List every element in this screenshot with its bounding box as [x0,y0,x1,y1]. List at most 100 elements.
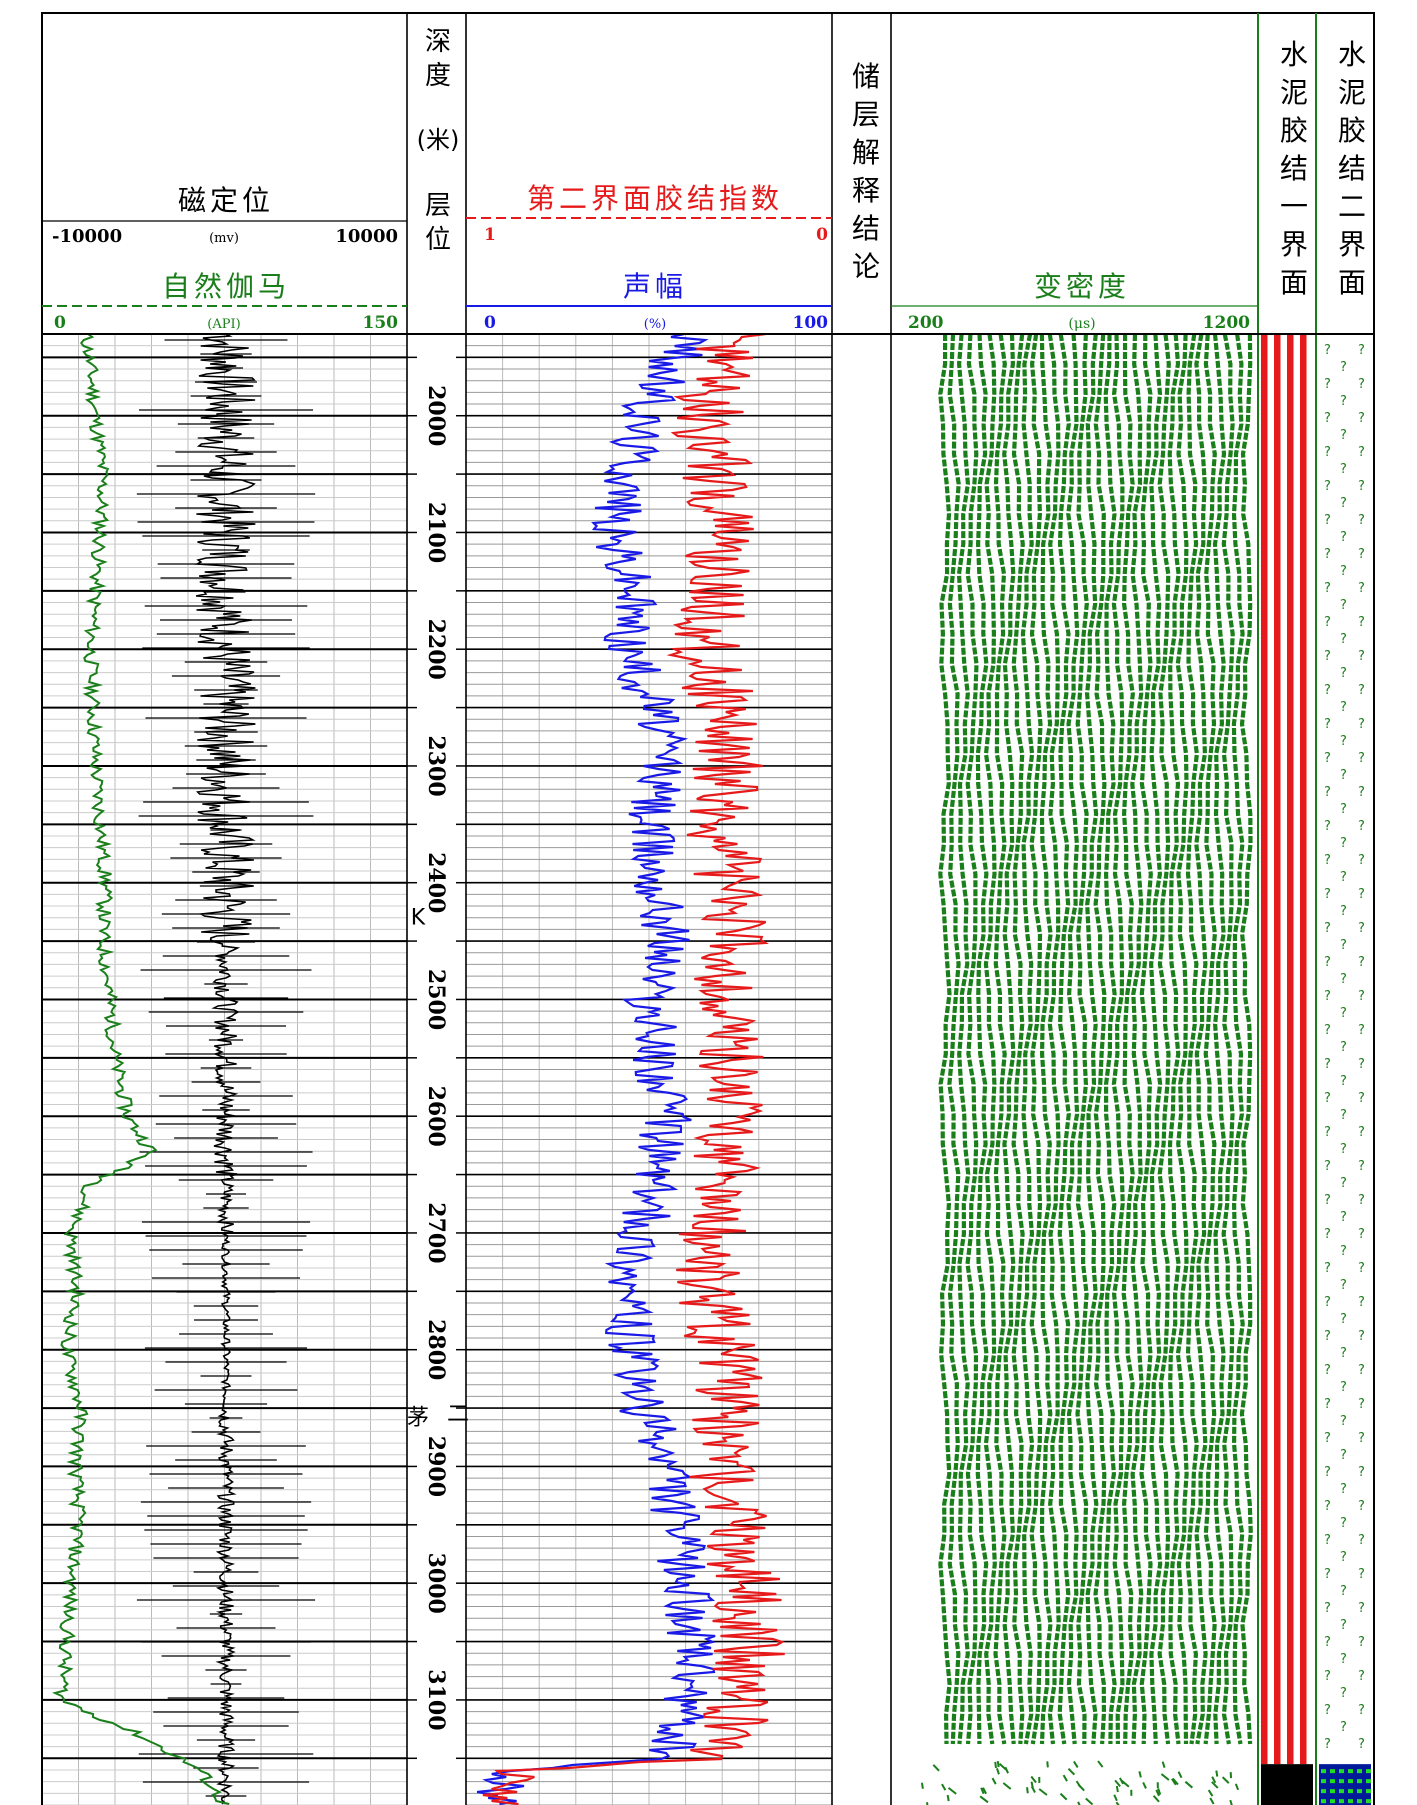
bond2-symbol: ? [1340,1414,1347,1429]
vdl-noise [1139,1771,1141,1777]
bond2-bottom-block [1319,1764,1371,1805]
bond2-bottom-dot [1348,1789,1353,1793]
vdl-stripe [1014,334,1023,1744]
bond2-symbol: ? [1340,972,1347,987]
bond2-symbol: ? [1358,649,1365,664]
bond2-symbol: ? [1324,1567,1331,1582]
vdl-stripe [1096,334,1105,1744]
vdl-min: 200 [908,313,944,333]
header-depth: 深 度 (米) 层 位 [417,27,460,255]
bond2-bottom-dot [1321,1779,1326,1783]
bond2-symbol: ? [1340,802,1347,817]
vdl-stripe [978,334,987,1744]
vdl-noise [942,1784,945,1790]
reservoir-char-5: 结 [852,212,880,245]
vdl-stripe [1242,334,1251,1744]
bond2-symbol: ? [1324,1057,1331,1072]
vdl-noise [1047,1761,1048,1767]
vdl-wavetrain [922,334,1251,1805]
bond1-char-5: 一 [1280,190,1308,223]
depth-label-2800: 2800 [423,1319,449,1380]
vdl-noise [1209,1790,1213,1796]
vdl-noise [933,1765,939,1771]
bond2-bottom-dot [1348,1799,1353,1803]
vdl-noise [1060,1794,1066,1800]
bond2-char-1: 水 [1338,38,1366,71]
bond2-symbol: ? [1340,1006,1347,1021]
vdl-stripe [959,334,968,1744]
bond2-symbol: ? [1340,938,1347,953]
bond2-symbol: ? [1340,1380,1347,1395]
cbi2-title: 第二界面胶结指数 [527,182,783,215]
bond2-symbol: ? [1324,445,1331,460]
vdl-stripe [996,334,1005,1744]
header-bond1: 水 泥 胶 结 一 界 面 [1280,38,1308,299]
bond2-symbol: ? [1340,598,1347,613]
bond2-symbol: ? [1324,615,1331,630]
bond1-stripe [1294,334,1301,1764]
bond2-symbol: ? [1358,1363,1365,1378]
bond2-symbol: ? [1358,1737,1365,1752]
bond2-symbol: ? [1324,1091,1331,1106]
bond2-symbol: ? [1358,1669,1365,1684]
vdl-noise [1003,1783,1010,1789]
depth-title-char-1: 深 [425,27,451,57]
vdl-noise [1068,1769,1074,1775]
vdl-stripe [1142,334,1151,1744]
vdl-stripe [1151,334,1160,1744]
bond2-symbol: ? [1324,1601,1331,1616]
bond2-symbol: ? [1324,1465,1331,1480]
header-cbi2-amp: 第二界面胶结指数 1 0 声幅 0 (%) 100 [484,182,828,333]
vdl-noise [1236,1784,1238,1790]
vdl-noise [1117,1786,1118,1792]
vdl-stripe [940,334,949,1744]
bond2-symbol: ? [1358,1465,1365,1480]
bond1-stripe [1287,334,1294,1764]
bond2-symbol: ? [1358,1023,1365,1038]
depth-label-2200: 2200 [423,619,449,680]
bond1-char-1: 水 [1280,38,1308,71]
vdl-stripe [1087,334,1096,1744]
depth-sub-char-1: 层 [425,191,451,221]
vdl-noise [1210,1798,1213,1804]
bond2-symbol: ? [1358,989,1365,1004]
vdl-noise [980,1796,988,1802]
bond1-stripe [1307,334,1314,1764]
bond2-symbol: ? [1324,717,1331,732]
bond2-symbol: ? [1358,547,1365,562]
ccl-unit: (mv) [209,231,239,246]
vdl-noise [1114,1795,1117,1801]
depth-title-char-2: 度 [425,61,451,91]
vdl-stripe [1114,334,1123,1744]
vdl-stripe [968,334,977,1744]
vdl-noise [1179,1772,1182,1778]
bond2-symbol: ? [1340,1448,1347,1463]
bond2-symbol: ? [1324,1125,1331,1140]
bond2-symbol: ? [1324,853,1331,868]
vdl-noise [1077,1781,1081,1787]
bond2-symbol: ? [1324,683,1331,698]
bond2-symbol: ? [1358,1567,1365,1582]
bond2-bottom-dot [1330,1769,1335,1773]
bond2-bottom-dot [1357,1799,1362,1803]
bond2-pattern: ????????????????????????????????????????… [1319,343,1371,1805]
depth-label-2500: 2500 [423,969,449,1030]
bond2-symbol: ? [1340,360,1347,375]
vdl-stripe [1004,334,1014,1744]
reservoir-char-1: 储 [852,60,880,93]
vdl-stripe [1224,334,1233,1744]
bond2-symbol: ? [1358,887,1365,902]
vdl-stripe [1068,334,1077,1744]
vdl-noise [1223,1777,1229,1783]
bond2-symbol: ? [1324,1023,1331,1038]
vdl-stripe [1060,334,1069,1744]
bond2-bottom-dot [1321,1789,1326,1793]
vdl-stripe [1188,334,1197,1744]
bond2-symbol: ? [1358,513,1365,528]
vdl-noise [1143,1782,1146,1788]
vdl-stripe [1132,334,1141,1744]
vdl-max: 1200 [1203,313,1250,333]
bond2-symbol: ? [1324,751,1331,766]
ccl-min: -10000 [52,226,122,247]
bond2-symbol: ? [1358,785,1365,800]
